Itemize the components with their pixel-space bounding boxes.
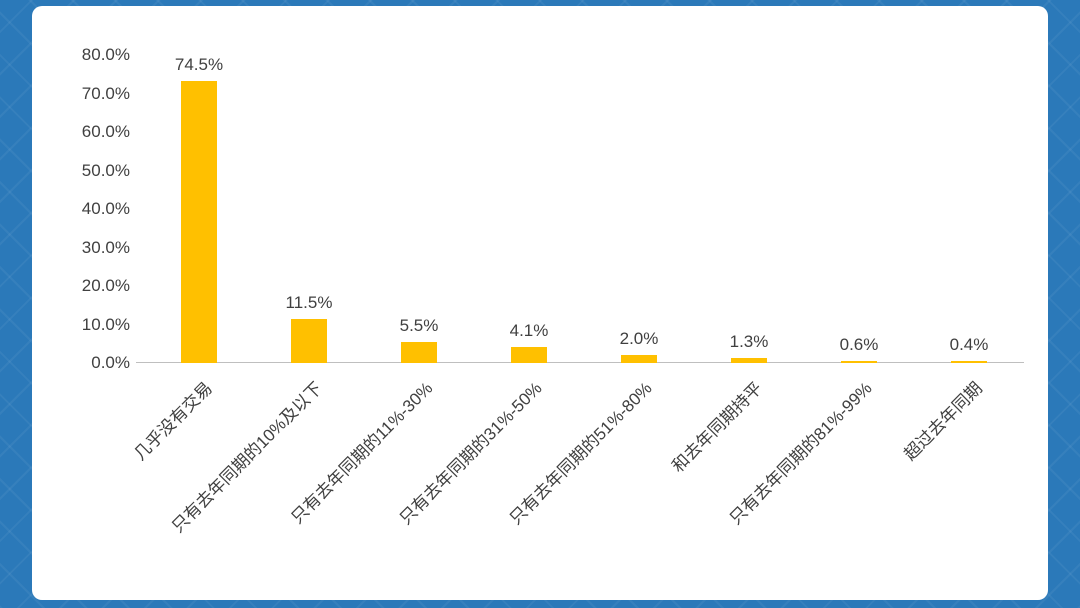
category-label: 和去年同期持平 [668, 378, 766, 477]
plot-area: 74.5% 几乎没有交易 11.5% 只有去年同期的10%及以下 5.5% 只有去年同期的… [130, 55, 1024, 537]
bar-column: 5.5% 只有去年同期的11%-30% [287, 55, 474, 528]
category-label: 几乎没有交易 [130, 378, 216, 465]
bar [621, 355, 657, 363]
y-tick-label: 30.0% [81, 237, 130, 257]
bar [511, 347, 547, 363]
bar-column: 1.3% 和去年同期持平 [668, 55, 804, 476]
bar [951, 361, 987, 363]
bar [731, 358, 767, 363]
y-tick-label: 50.0% [81, 160, 130, 180]
y-tick-label: 20.0% [81, 276, 130, 295]
bar-value-label: 0.6% [839, 334, 879, 354]
bar [841, 360, 877, 363]
y-tick-label: 70.0% [81, 83, 130, 103]
bar-column: 0.6% 只有去年同期的81%-99% [726, 55, 914, 529]
bar-column: 11.5% 只有去年同期的10%及以下 [168, 55, 364, 537]
bar-column: 4.1% 只有去年同期的31%-50% [396, 55, 584, 528]
bar-value-label: 1.3% [729, 332, 769, 351]
chart-card: 80.0% 70.0% 60.0% 50.0% 40.0% 30.0% 20.0% 10.0%… [32, 6, 1048, 600]
y-axis: 80.0% 70.0% 60.0% 50.0% 40.0% 30.0% 20.0% 10.0%… [50, 45, 130, 373]
bar-value-label: 74.5% [174, 55, 224, 74]
bar-value-label: 5.5% [399, 315, 439, 335]
bar-value-label: 0.4% [949, 335, 989, 355]
y-tick-label: 40.0% [81, 199, 130, 218]
category-label: 超过去年同期 [900, 378, 986, 465]
y-tick-label: 0.0% [91, 353, 130, 372]
y-tick-label: 60.0% [81, 122, 130, 141]
bar [401, 341, 437, 363]
bar [291, 318, 327, 363]
y-tick-label: 80.0% [81, 45, 130, 64]
bar-column: 0.4% 超过去年同期 [900, 55, 1024, 464]
y-tick-label: 10.0% [81, 314, 130, 334]
bar-value-label: 11.5% [285, 292, 333, 312]
x-axis-line [136, 362, 1024, 363]
bar-value-label: 4.1% [509, 321, 549, 341]
bar-value-label: 2.0% [619, 329, 659, 349]
bar-column: 2.0% 只有去年同期的51%-80% [506, 55, 694, 528]
bar-column: 74.5% 几乎没有交易 [130, 55, 254, 464]
bar [181, 81, 217, 363]
